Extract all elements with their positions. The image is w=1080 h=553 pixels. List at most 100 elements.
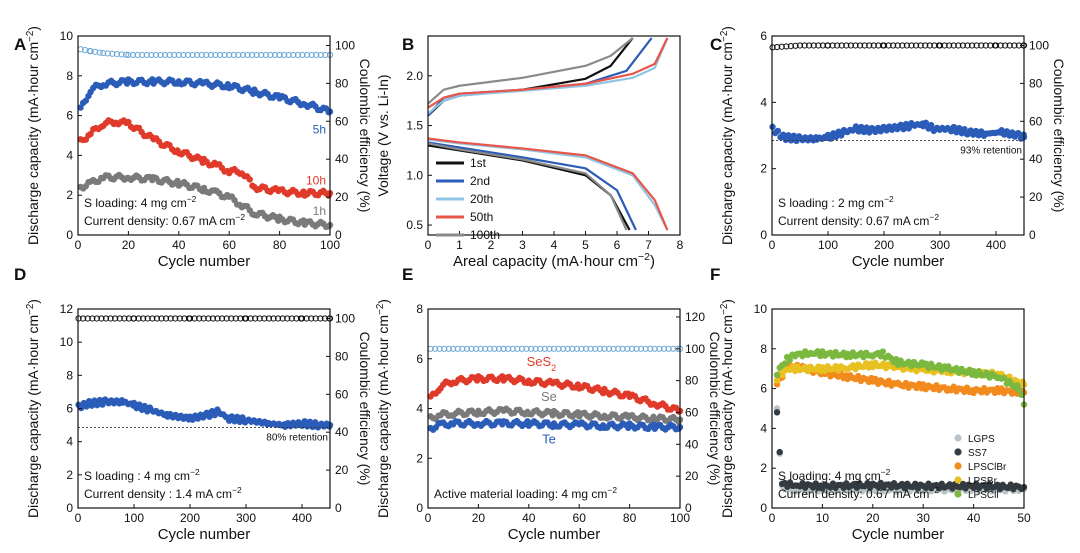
y2-tick-label: 40 <box>335 425 349 439</box>
data-point <box>537 345 544 352</box>
data-point <box>601 345 608 352</box>
data-point <box>824 42 832 49</box>
y2-tick-label: 100 <box>335 311 355 325</box>
data-point <box>773 371 781 379</box>
data-point <box>239 51 247 59</box>
x-tick-label: 40 <box>967 511 981 525</box>
data-point <box>265 315 273 322</box>
data-point <box>870 42 877 49</box>
x-tick-label: 300 <box>930 238 950 252</box>
data-point <box>189 51 196 59</box>
data-point <box>624 345 631 352</box>
data-point <box>866 42 873 49</box>
data-point <box>100 49 107 57</box>
series-group <box>75 315 334 431</box>
y-tick-label: 0 <box>416 501 423 515</box>
data-point <box>468 345 475 352</box>
y-tick-label: 12 <box>60 302 74 316</box>
data-point <box>107 315 114 322</box>
data-point <box>978 42 985 49</box>
data-point <box>961 126 968 133</box>
annotation: Active material loading: 4 mg cm−2 <box>434 485 617 501</box>
data-point <box>582 345 590 352</box>
annotation: Current density : 1.4 mA cm−2 <box>84 485 242 501</box>
data-point <box>917 42 924 49</box>
data-point <box>973 42 980 49</box>
y-tick-label: 10 <box>60 335 74 349</box>
series-label: 10h <box>306 173 326 187</box>
data-point <box>299 51 306 59</box>
data-point <box>806 42 813 49</box>
data-point <box>463 345 471 352</box>
legend-label: LGPS <box>968 434 995 445</box>
data-point <box>256 315 263 322</box>
y-tick-label: 4 <box>66 435 73 449</box>
data-point <box>92 48 99 55</box>
data-point <box>148 51 155 59</box>
data-point <box>815 42 822 49</box>
y-tick-label: 6 <box>760 29 767 43</box>
data-point <box>432 345 439 352</box>
data-point <box>523 345 530 352</box>
x-tick-label: 20 <box>866 511 880 525</box>
data-point <box>656 345 663 352</box>
panel-d: D 80% retention 0 100 200 300 400 0 2 4 6 8 10 12 0 20 4… <box>14 265 373 543</box>
y2-tick-label: 20 <box>1029 190 1043 204</box>
data-point <box>950 42 957 49</box>
y2-tick-label: 100 <box>1029 38 1049 52</box>
x-tick-label: 40 <box>522 511 536 525</box>
data-point <box>274 315 282 322</box>
x-tick-label: 1 <box>456 238 463 252</box>
x-tick-label: 300 <box>236 511 256 525</box>
data-point <box>186 315 194 322</box>
y2-tick-label: 100 <box>335 38 355 52</box>
y-tick-label: 4 <box>66 148 73 162</box>
data-point <box>778 43 785 50</box>
y-tick-label: 8 <box>66 69 73 83</box>
data-point <box>936 42 944 49</box>
y-tick-label: 1.5 <box>406 119 423 133</box>
annotation: S loading : 4 mg cm−2 <box>84 467 200 483</box>
data-point <box>541 345 548 352</box>
data-point <box>968 42 976 49</box>
data-point <box>637 345 645 352</box>
y-axis-label: Discharge capacity (mA·hour cm−2) <box>719 26 736 245</box>
legend-label: LPSCll <box>968 490 999 501</box>
panel-letter: C <box>710 35 722 54</box>
legend-label: 2nd <box>470 174 490 188</box>
data-point <box>285 51 292 59</box>
data-point <box>89 315 96 322</box>
legend-marker <box>954 434 962 442</box>
data-point <box>80 315 87 322</box>
data-point <box>773 377 781 384</box>
data-point <box>200 315 207 322</box>
data-point <box>441 345 448 352</box>
data-point <box>317 315 324 322</box>
data-point <box>87 130 94 138</box>
data-point <box>207 51 214 59</box>
data-point <box>276 51 283 59</box>
data-point <box>445 345 452 352</box>
x-tick-label: 50 <box>1017 511 1031 525</box>
data-point <box>610 345 617 352</box>
x-tick-label: 0 <box>425 511 432 525</box>
data-point <box>303 315 310 322</box>
data-point <box>890 42 897 49</box>
data-point <box>491 345 498 352</box>
data-point <box>205 315 212 322</box>
annotation: Current density: 0.67 mA cm−2 <box>778 212 939 228</box>
annotation: S loading: 4 mg cm−2 <box>778 467 891 483</box>
y2-tick-label: 60 <box>335 114 349 128</box>
x-axis-label: Cycle number <box>852 253 945 270</box>
y-tick-label: 2 <box>66 188 73 202</box>
data-point <box>926 42 933 49</box>
y2-tick-label: 80 <box>685 374 699 388</box>
x-axis-label: Cycle number <box>508 526 601 543</box>
data-point <box>284 315 291 322</box>
data-point <box>96 49 103 56</box>
data-point <box>113 50 121 58</box>
data-point <box>912 42 920 49</box>
data-point <box>271 51 279 59</box>
data-point <box>573 345 581 352</box>
